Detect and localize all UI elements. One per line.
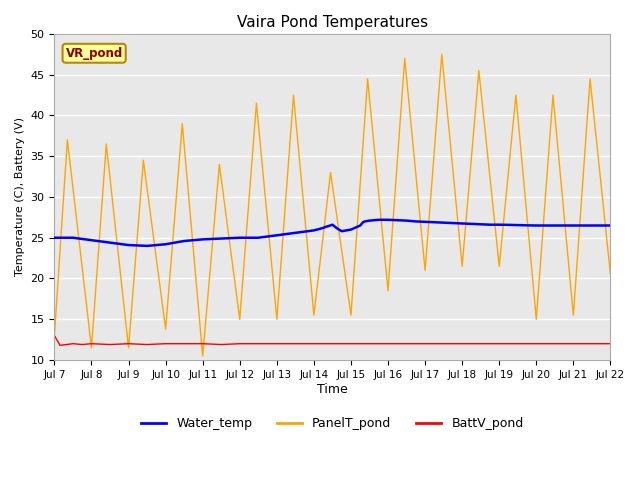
- X-axis label: Time: Time: [317, 383, 348, 396]
- Legend: Water_temp, PanelT_pond, BattV_pond: Water_temp, PanelT_pond, BattV_pond: [136, 412, 529, 435]
- Y-axis label: Temperature (C), Battery (V): Temperature (C), Battery (V): [15, 118, 25, 276]
- Text: VR_pond: VR_pond: [65, 47, 123, 60]
- Title: Vaira Pond Temperatures: Vaira Pond Temperatures: [237, 15, 428, 30]
